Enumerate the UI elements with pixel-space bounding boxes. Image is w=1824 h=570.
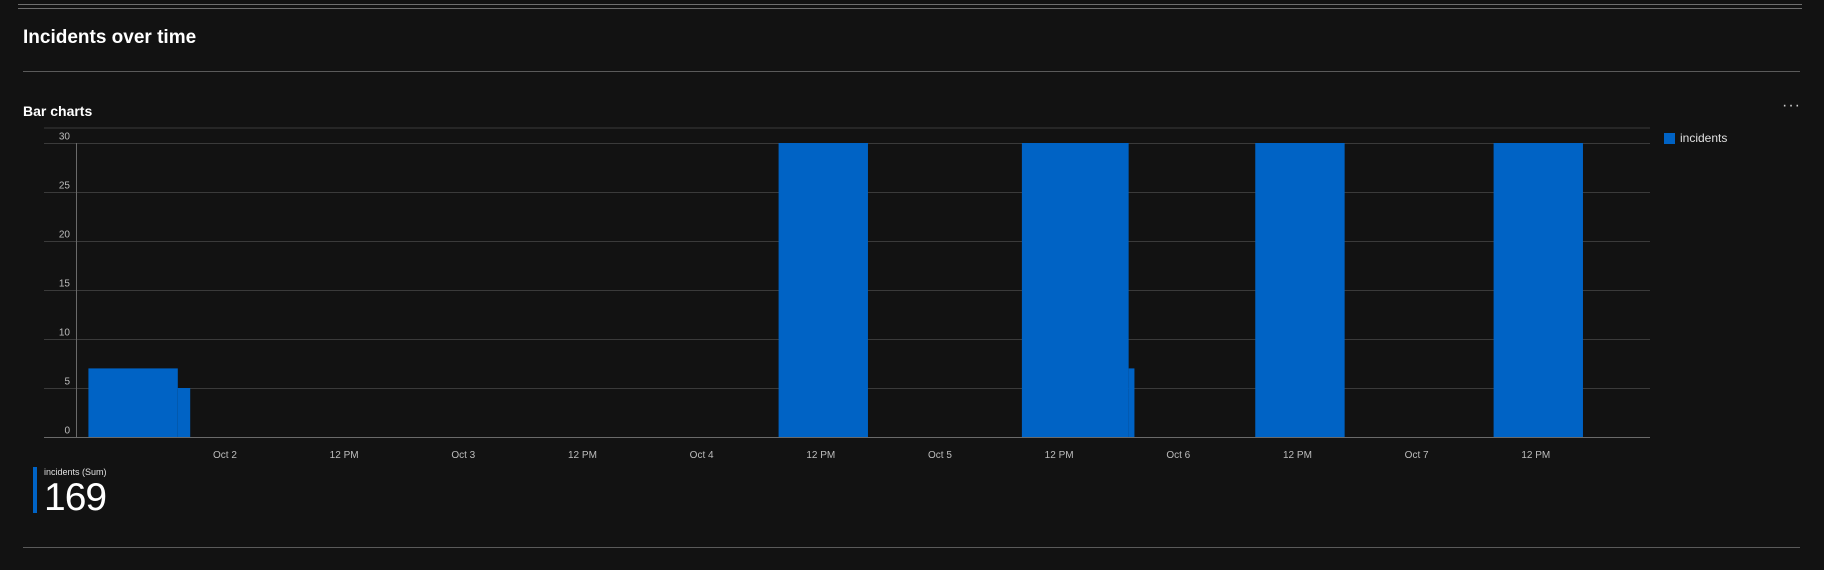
x-axis-labels: Oct 2 12 PM Oct 3 12 PM Oct 4 12 PM Oct 5 12 PM… — [213, 450, 1550, 461]
x-tick-label: Oct 7 — [1405, 450, 1429, 461]
x-tick-label: 12 PM — [1045, 450, 1074, 461]
x-tick-label: 12 PM — [806, 450, 835, 461]
x-tick-label: Oct 2 — [213, 450, 237, 461]
summary-label: incidents (Sum) — [44, 467, 107, 477]
x-tick-label: 12 PM — [568, 450, 597, 461]
chart-title: Bar charts — [23, 103, 93, 119]
bar[interactable] — [177, 388, 191, 437]
x-tick-label: Oct 4 — [690, 450, 714, 461]
bar-chart: 0 5 10 15 20 25 30 Oct 2 12 PM Oct 3 12 PM Oct 4 12… — [44, 127, 1650, 461]
bar[interactable] — [88, 368, 178, 437]
legend-swatch — [1664, 132, 1675, 144]
legend-label: incidents — [1680, 131, 1728, 145]
y-axis-labels: 0 5 10 15 20 25 30 — [59, 132, 71, 437]
bar[interactable] — [778, 143, 868, 437]
summary-value: 169 — [44, 476, 107, 519]
y-tick-label: 30 — [59, 132, 71, 143]
x-tick-label: 12 PM — [1521, 450, 1550, 461]
bar[interactable] — [1021, 143, 1129, 437]
x-tick-label: Oct 5 — [928, 450, 952, 461]
x-tick-label: 12 PM — [1283, 450, 1312, 461]
bottom-divider — [23, 547, 1800, 548]
y-tick-label: 15 — [59, 279, 71, 290]
legend-item-incidents[interactable]: incidents — [1664, 131, 1727, 145]
x-tick-label: Oct 6 — [1166, 450, 1190, 461]
y-tick-label: 5 — [64, 377, 70, 388]
header-top-rule-2 — [18, 8, 1802, 9]
y-tick-label: 20 — [59, 230, 71, 241]
summary-tile: incidents (Sum) 169 — [33, 467, 107, 518]
title-divider — [23, 71, 1800, 72]
bar[interactable] — [1255, 143, 1345, 437]
header-top-rule — [18, 4, 1802, 5]
bar[interactable] — [1493, 143, 1583, 437]
bar[interactable] — [1128, 368, 1135, 437]
bars — [88, 143, 1583, 437]
y-tick-label: 25 — [59, 181, 71, 192]
x-tick-label: Oct 3 — [451, 450, 475, 461]
page-title: Incidents over time — [23, 27, 197, 48]
x-tick-label: 12 PM — [330, 450, 359, 461]
more-options-button[interactable]: ··· — [1782, 97, 1801, 114]
y-tick-label: 10 — [59, 328, 71, 339]
y-tick-label: 0 — [64, 426, 70, 437]
